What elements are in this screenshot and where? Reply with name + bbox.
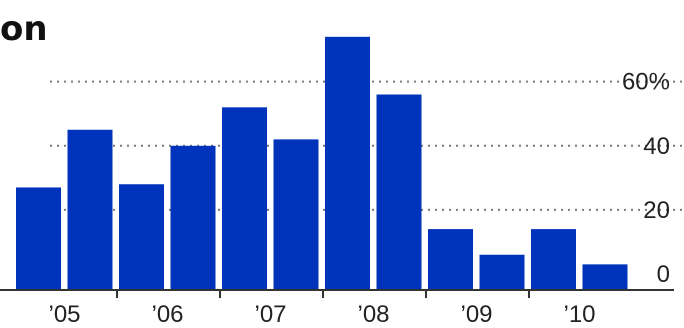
bar: '10 H2: 3 xyxy=(582,264,628,290)
x-tick-label: ’10 xyxy=(563,301,595,328)
bar: '07 H1: 52 xyxy=(222,107,267,290)
bar: '09 H2: 6 xyxy=(479,254,525,290)
x-tick-label: ’08 xyxy=(357,301,389,328)
chart-title: on xyxy=(0,9,48,49)
x-tick-label: ’09 xyxy=(460,301,492,328)
y-tick-label: 0 xyxy=(657,261,670,288)
y-tick-label: 20 xyxy=(643,197,670,224)
bar: '09 H1: 14 xyxy=(428,229,473,290)
bar: '05 H2: 45 xyxy=(67,129,113,290)
bar: '10 H1: 14 xyxy=(531,229,576,290)
x-axis-labels: ’05 ’06 ’07 ’08 ’09 ’10 xyxy=(48,301,595,328)
bar: '05 H1: 27 xyxy=(16,187,61,290)
y-tick-label: 60% xyxy=(622,69,670,96)
bar: '08 H2: 56 xyxy=(376,94,422,290)
x-tick-label: ’07 xyxy=(254,301,286,328)
y-axis-labels: 0 20 40 60% xyxy=(622,69,670,288)
bar: '06 H1: 28 xyxy=(119,184,164,290)
bar: '06 H2: 40 xyxy=(170,145,216,290)
x-tick-label: ’05 xyxy=(48,301,80,328)
x-tick-label: ’06 xyxy=(151,301,183,328)
bars: '05 H1: 27'05 H2: 45'06 H1: 28'06 H2: 40… xyxy=(16,36,628,291)
bar: '07 H2: 42 xyxy=(273,139,319,290)
y-tick-label: 40 xyxy=(643,133,670,160)
bar: '08 H1: 74 xyxy=(325,36,370,291)
x-axis-ticks xyxy=(116,290,530,298)
